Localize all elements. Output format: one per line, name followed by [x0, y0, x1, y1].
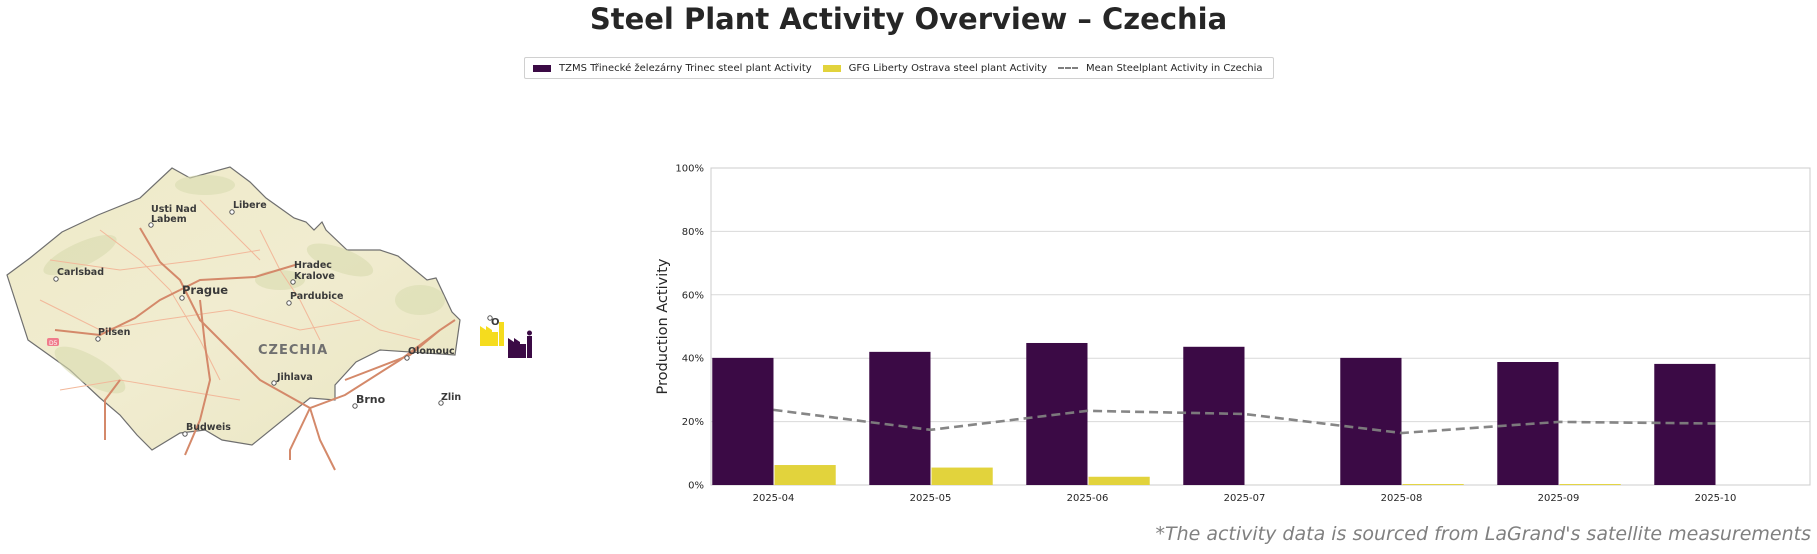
highways	[54, 227, 456, 471]
bar-ostrava	[774, 465, 836, 485]
legend-label-trinec: TZMS Třinecké železárny Trinec steel pla…	[559, 62, 812, 74]
legend-item-ostrava: GFG Liberty Ostrava steel plant Activity	[822, 62, 1048, 74]
x-tick-label: 2025-05	[910, 493, 952, 504]
activity-bar-chart: 0% 20% 40% 60% 80% 100% Production Activity 202…	[655, 164, 1811, 504]
terrain-shading	[43, 175, 445, 394]
city-label-ostrava: O	[491, 317, 500, 328]
x-tick-label: 2025-10	[1695, 493, 1737, 504]
page-title: Steel Plant Activity Overview – Czechia	[589, 2, 1228, 36]
city-label-brno: Brno	[356, 393, 386, 406]
legend-item-mean: Mean Steelplant Activity in Czechia	[1058, 63, 1262, 74]
y-tick-label: 60%	[682, 290, 704, 301]
bar-trinec	[1183, 346, 1245, 485]
y-tick-label: 0%	[688, 481, 704, 492]
x-tick-label: 2025-04	[753, 493, 795, 504]
city-markers	[53, 209, 493, 437]
legend-swatch-trinec	[533, 64, 551, 72]
data-source-footnote: *The activity data is sourced from LaGra…	[1155, 523, 1811, 545]
legend-label-mean: Mean Steelplant Activity in Czechia	[1086, 62, 1263, 74]
legend-label-ostrava: GFG Liberty Ostrava steel plant Activity	[848, 62, 1048, 74]
bar-ostrava	[1088, 476, 1150, 485]
legend-swatch-ostrava	[822, 64, 841, 72]
y-axis-label: Production Activity	[655, 258, 671, 394]
x-tick-label: 2025-09	[1538, 493, 1580, 504]
bar-ostrava	[1559, 484, 1621, 485]
city-label-usti-1: Usti Nad	[151, 204, 197, 215]
plot-frame	[710, 167, 1811, 486]
mean-activity-line	[773, 408, 1716, 435]
bar-ostrava	[931, 467, 993, 485]
city-label-olomouc: Olomouc	[408, 346, 455, 357]
city-label-hradec-2: Kralove	[294, 271, 335, 282]
bar-ostrava	[1402, 484, 1464, 485]
x-tick-label: 2025-06	[1067, 493, 1109, 504]
y-tick-label: 100%	[675, 164, 704, 175]
city-label-hradec-1: Hradec	[294, 260, 332, 271]
factory-icon-ostrava	[480, 322, 504, 346]
city-label-pilsen: Pilsen	[98, 327, 131, 338]
city-label-pardubice: Pardubice	[290, 291, 344, 302]
city-label-budweis: Budweis	[186, 422, 231, 433]
bar-trinec	[712, 357, 774, 485]
city-label-liberec: Libere	[233, 200, 267, 211]
bar-trinec	[869, 351, 931, 485]
factory-icon-trinec	[508, 330, 532, 358]
y-tick-label: 80%	[682, 227, 704, 238]
road-badge-label: D5	[49, 340, 58, 347]
country-label: CZECHIA	[258, 343, 328, 358]
y-tick-label: 20%	[682, 417, 704, 428]
bar-trinec	[1340, 357, 1402, 485]
city-label-usti-2: Labem	[151, 214, 187, 225]
city-label-carlsbad: Carlsbad	[57, 267, 104, 278]
x-tick-label: 2025-08	[1381, 493, 1423, 504]
x-tick-label: 2025-07	[1224, 493, 1266, 504]
road-badge	[47, 338, 59, 346]
city-label-zlin: Zlin	[441, 392, 461, 403]
czechia-map: D5 Usti Nad Labem Libere Carlsbad Prague…	[6, 166, 532, 471]
legend-swatch-mean	[1058, 67, 1079, 69]
legend-item-trinec: TZMS Třinecké železárny Trinec steel pla…	[533, 63, 812, 74]
y-tick-label: 40%	[682, 354, 704, 365]
city-label-prague: Prague	[182, 283, 228, 297]
city-label-jihlava: Jihlava	[276, 372, 313, 383]
chart-legend: TZMS Třinecké železárny Trinec steel pla…	[524, 57, 1275, 79]
